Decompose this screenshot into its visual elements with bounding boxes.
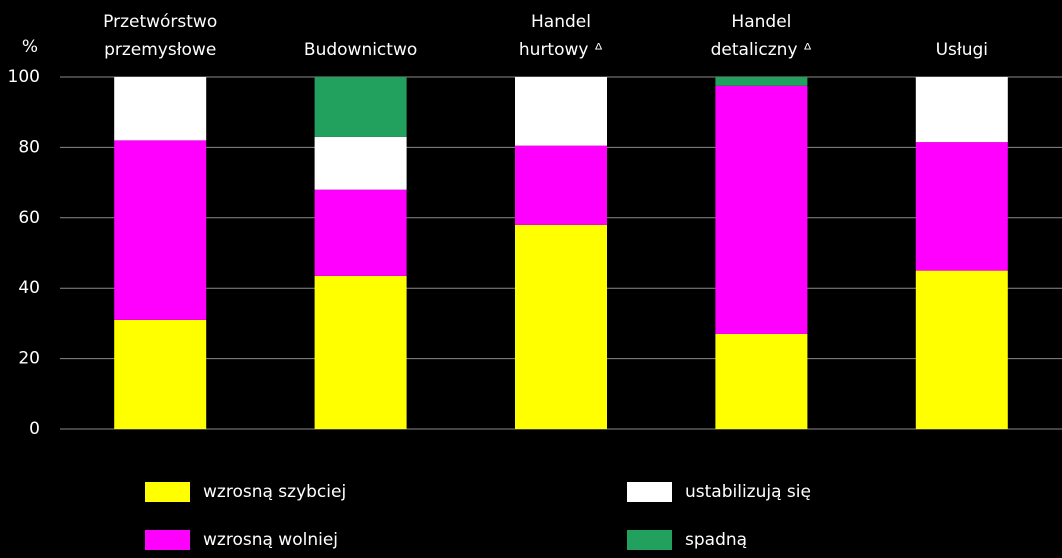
legend-swatch	[145, 482, 190, 502]
bar-segment	[715, 85, 808, 334]
category-label: Handel	[731, 12, 791, 32]
bar-segment	[314, 77, 407, 137]
legend-label: ustabilizują się	[685, 482, 811, 502]
category-label: Budownictwo	[304, 40, 417, 60]
bar-segment	[114, 140, 207, 320]
category-label: przemysłowe	[104, 40, 216, 60]
bar-segment	[915, 77, 1008, 143]
legend-label: wzrosną szybciej	[203, 482, 346, 502]
legend-swatch	[145, 530, 190, 550]
y-tick-label: 20	[18, 349, 40, 369]
y-tick-label: 80	[18, 137, 40, 157]
bar-segment	[314, 136, 407, 190]
legend-swatch	[627, 530, 672, 550]
category-label: Handel	[531, 12, 591, 32]
bar-segment	[114, 77, 207, 141]
category-label: hurtowy ᐞ	[519, 40, 603, 60]
bar-segment	[314, 275, 407, 429]
y-tick-label: 60	[18, 208, 40, 228]
legend-label: wzrosną wolniej	[203, 530, 338, 550]
bar-segment	[114, 319, 207, 429]
bar-segment	[515, 145, 607, 225]
legend-label: spadną	[685, 530, 747, 550]
bar-segment	[915, 142, 1008, 271]
y-tick-label: 40	[18, 278, 40, 298]
bar-segment	[515, 77, 607, 146]
bar-segment	[314, 189, 407, 276]
category-label: Przetwórstwo	[103, 12, 217, 32]
bar-segment	[715, 77, 808, 86]
bar-segment	[715, 333, 808, 429]
category-label: detaliczny ᐞ	[711, 40, 813, 60]
category-label: Usługi	[936, 40, 988, 60]
y-tick-label: 100	[8, 67, 40, 87]
bar-segment	[515, 224, 607, 429]
y-tick-label: 0	[29, 419, 40, 439]
bar-segment	[915, 270, 1008, 429]
y-axis-label: %	[22, 37, 38, 57]
legend-swatch	[627, 482, 672, 502]
